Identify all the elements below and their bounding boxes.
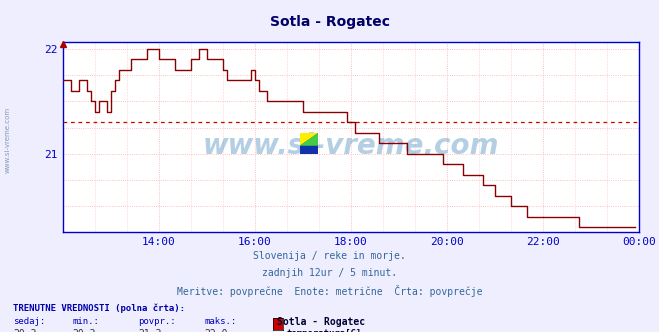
Text: min.:: min.: [72, 317, 100, 326]
Text: zadnjih 12ur / 5 minut.: zadnjih 12ur / 5 minut. [262, 268, 397, 278]
Polygon shape [300, 133, 318, 146]
Text: TRENUTNE VREDNOSTI (polna črta):: TRENUTNE VREDNOSTI (polna črta): [13, 304, 185, 313]
Text: 20,3: 20,3 [13, 329, 37, 332]
Text: sedaj:: sedaj: [13, 317, 45, 326]
Text: 22,0: 22,0 [204, 329, 228, 332]
Text: temperatura[C]: temperatura[C] [287, 329, 362, 332]
Text: maks.:: maks.: [204, 317, 237, 326]
Polygon shape [300, 133, 318, 154]
Text: Meritve: povprečne  Enote: metrične  Črta: povprečje: Meritve: povprečne Enote: metrične Črta:… [177, 285, 482, 297]
Polygon shape [300, 133, 318, 146]
Text: 21,3: 21,3 [138, 329, 162, 332]
Text: www.si-vreme.com: www.si-vreme.com [5, 106, 11, 173]
Text: Slovenija / reke in morje.: Slovenija / reke in morje. [253, 251, 406, 261]
Text: 20,3: 20,3 [72, 329, 96, 332]
Text: Sotla - Rogatec: Sotla - Rogatec [270, 15, 389, 29]
Text: povpr.:: povpr.: [138, 317, 176, 326]
Text: www.si-vreme.com: www.si-vreme.com [203, 132, 499, 160]
Text: Sotla - Rogatec: Sotla - Rogatec [277, 317, 365, 327]
